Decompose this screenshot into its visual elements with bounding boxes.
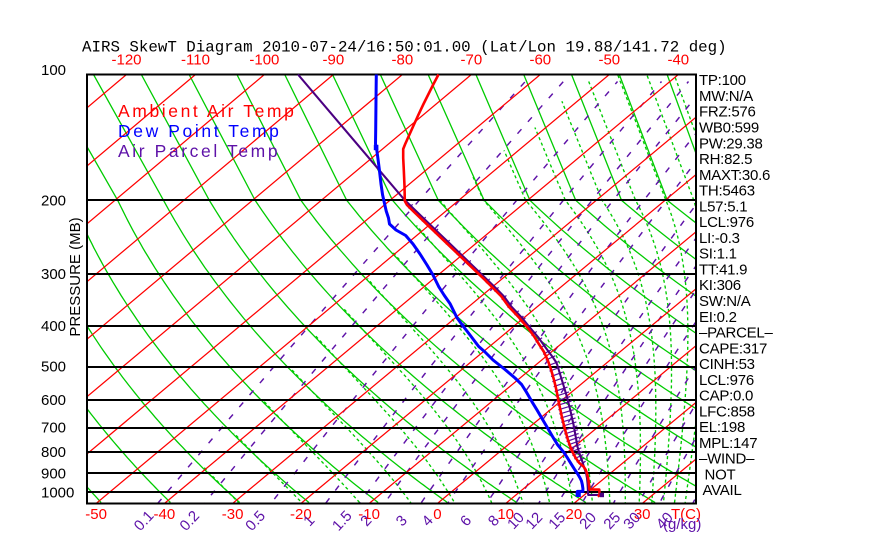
svg-text:400: 400	[41, 318, 66, 335]
svg-text:-20: -20	[290, 506, 312, 523]
svg-text:300: 300	[41, 266, 66, 283]
svg-text:200: 200	[41, 193, 66, 210]
svg-text:LFC:858: LFC:858	[699, 403, 755, 420]
svg-text:100: 100	[41, 62, 66, 79]
svg-text:500: 500	[41, 359, 66, 376]
svg-text:MAXT:30.6: MAXT:30.6	[699, 167, 770, 184]
svg-text:1.5: 1.5	[329, 508, 356, 535]
svg-text:-80: -80	[392, 52, 414, 69]
svg-text:CAP:0.0: CAP:0.0	[699, 388, 753, 405]
svg-text:TT:41.9: TT:41.9	[699, 261, 747, 278]
svg-text:SW:N/A: SW:N/A	[699, 293, 751, 310]
svg-text:600: 600	[41, 392, 66, 409]
svg-text:-100: -100	[249, 52, 279, 69]
svg-text:CAPE:317: CAPE:317	[699, 340, 767, 357]
svg-text:3: 3	[393, 512, 411, 530]
svg-text:PRESSURE (MB): PRESSURE (MB)	[67, 217, 84, 336]
svg-text:900: 900	[41, 465, 66, 482]
svg-text:700: 700	[41, 420, 66, 437]
svg-text:-10: -10	[358, 506, 380, 523]
svg-text:(g/kg): (g/kg)	[663, 516, 701, 533]
svg-text:LCL:976: LCL:976	[699, 214, 754, 231]
svg-text:0: 0	[433, 506, 441, 523]
svg-text:30: 30	[634, 506, 651, 523]
svg-text:RH:82.5: RH:82.5	[699, 151, 752, 168]
svg-text:0.5: 0.5	[242, 508, 269, 535]
svg-text:12: 12	[522, 509, 546, 533]
svg-text:TH:5463: TH:5463	[699, 183, 755, 200]
svg-text:-60: -60	[529, 52, 551, 69]
svg-text:AVAIL: AVAIL	[703, 482, 742, 499]
svg-text:T(C): T(C)	[671, 506, 701, 523]
svg-text:PW:29.38: PW:29.38	[699, 135, 763, 152]
svg-text:–WIND–: –WIND–	[699, 451, 755, 468]
svg-text:6: 6	[457, 512, 475, 530]
svg-text:LI:-0.3: LI:-0.3	[699, 230, 740, 247]
svg-text:Dew Point Temp: Dew Point Temp	[118, 121, 282, 141]
svg-text:-70: -70	[461, 52, 483, 69]
svg-text:-90: -90	[323, 52, 345, 69]
svg-text:-40: -40	[154, 506, 176, 523]
svg-text:Air Parcel Temp: Air Parcel Temp	[118, 141, 280, 161]
svg-text:NOT: NOT	[705, 466, 736, 483]
svg-text:MPL:147: MPL:147	[699, 435, 757, 452]
svg-text:-110: -110	[181, 52, 210, 69]
svg-text:-120: -120	[111, 52, 141, 69]
svg-text:CINH:53: CINH:53	[699, 356, 755, 373]
svg-text:-50: -50	[598, 52, 620, 69]
svg-text:-50: -50	[85, 506, 107, 523]
svg-text:-40: -40	[667, 52, 689, 69]
svg-text:-30: -30	[222, 506, 244, 523]
svg-text:AIRS SkewT Diagram 2010-07-24/: AIRS SkewT Diagram 2010-07-24/16:50:01.0…	[82, 39, 727, 57]
svg-text:20: 20	[566, 506, 583, 523]
svg-text:TP:100: TP:100	[699, 72, 746, 89]
svg-text:MW:N/A: MW:N/A	[699, 88, 753, 105]
svg-text:SI:1.1: SI:1.1	[699, 246, 737, 263]
svg-text:Ambient Air Temp: Ambient Air Temp	[118, 101, 296, 121]
svg-text:0.2: 0.2	[176, 508, 203, 535]
svg-text:WB0:599: WB0:599	[699, 120, 759, 137]
svg-text:800: 800	[41, 444, 66, 461]
svg-text:–PARCEL–: –PARCEL–	[699, 325, 774, 342]
svg-text:LCL:976: LCL:976	[699, 372, 754, 389]
svg-text:1000: 1000	[41, 485, 74, 502]
svg-text:EI:0.2: EI:0.2	[699, 309, 737, 326]
svg-text:EL:198: EL:198	[699, 419, 745, 436]
svg-text:10: 10	[497, 506, 514, 523]
svg-text:KI:306: KI:306	[699, 277, 741, 294]
svg-text:L57:5.1: L57:5.1	[699, 198, 747, 215]
svg-text:FRZ:576: FRZ:576	[699, 104, 756, 121]
